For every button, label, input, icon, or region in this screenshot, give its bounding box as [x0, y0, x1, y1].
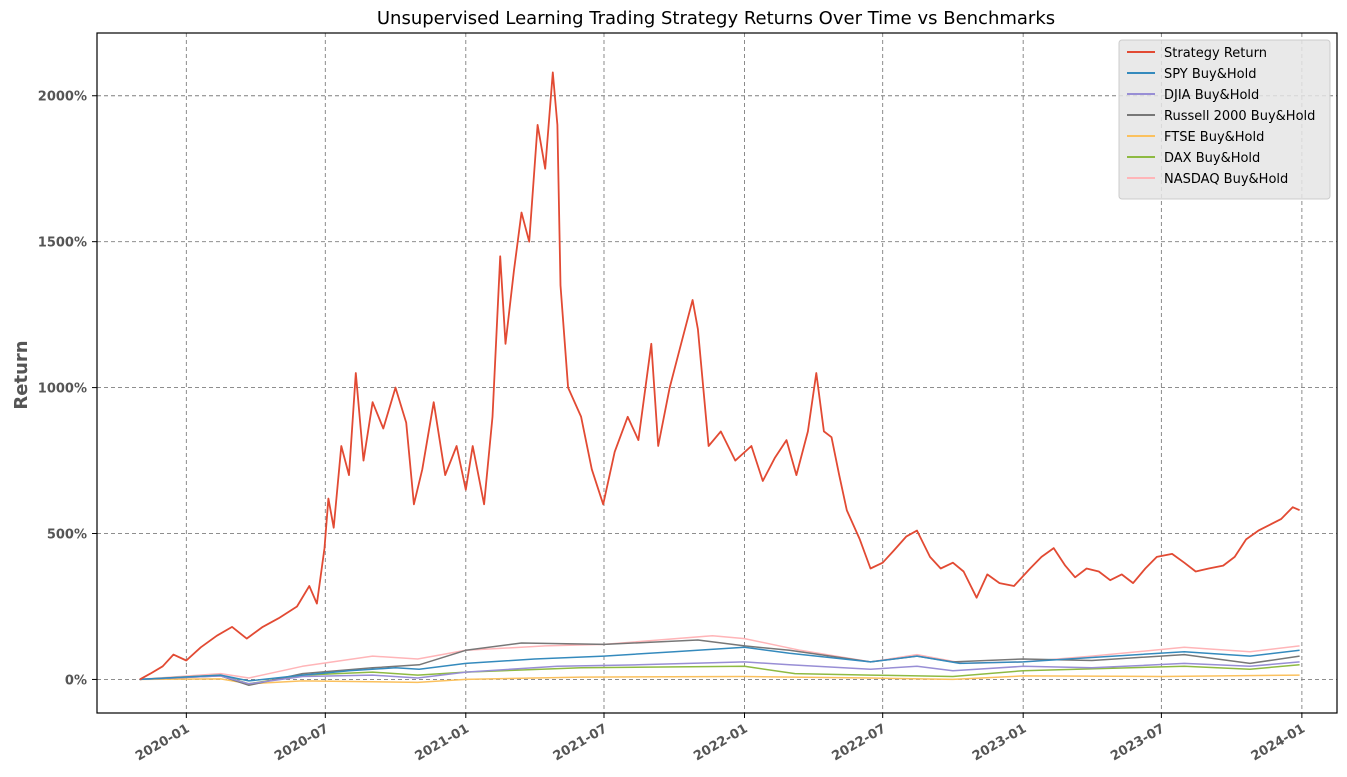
x-tick-label: 2022-07 — [830, 721, 889, 764]
legend-entry: DJIA Buy&Hold — [1164, 88, 1259, 103]
x-tick-label: 2023-01 — [970, 721, 1029, 764]
legend-entry: SPY Buy&Hold — [1164, 67, 1256, 82]
y-axis-label: Return — [11, 340, 32, 409]
y-tick-label: 2000% — [38, 90, 87, 105]
y-tick-label: 1000% — [38, 382, 87, 397]
legend-entry: Strategy Return — [1164, 46, 1267, 61]
y-tick-label: 1500% — [38, 236, 87, 251]
legend-entry: NASDAQ Buy&Hold — [1164, 172, 1288, 187]
legend-entry: DAX Buy&Hold — [1164, 151, 1260, 166]
series-line-3 — [139, 661, 1300, 685]
legend-entry: FTSE Buy&Hold — [1164, 130, 1264, 145]
x-tick-label: 2020-07 — [272, 721, 331, 764]
series-line-1 — [139, 71, 1300, 681]
y-tick-label: 0% — [65, 673, 87, 688]
plot-frame — [96, 32, 1338, 714]
x-tick-label: 2021-07 — [551, 721, 610, 764]
series-line-2 — [139, 646, 1300, 682]
chart-title: Unsupervised Learning Trading Strategy R… — [377, 8, 1055, 29]
series-line-7 — [139, 634, 1300, 681]
y-tick-label: 500% — [47, 528, 87, 543]
x-tick-label: 2024-01 — [1249, 721, 1308, 764]
legend: Strategy Return SPY Buy&Hold DJIA Buy&Hold… — [1118, 39, 1331, 200]
series-line-4 — [139, 639, 1300, 687]
x-tick-label: 2023-07 — [1108, 721, 1167, 764]
series-lines — [139, 71, 1300, 687]
x-tick-label: 2021-01 — [413, 721, 472, 764]
grid — [97, 33, 1337, 713]
legend-box — [1118, 39, 1331, 200]
legend-entry: Russell 2000 Buy&Hold — [1164, 109, 1315, 124]
x-tick-label: 2022-01 — [691, 721, 750, 764]
x-tick-label: 2020-01 — [133, 721, 192, 764]
